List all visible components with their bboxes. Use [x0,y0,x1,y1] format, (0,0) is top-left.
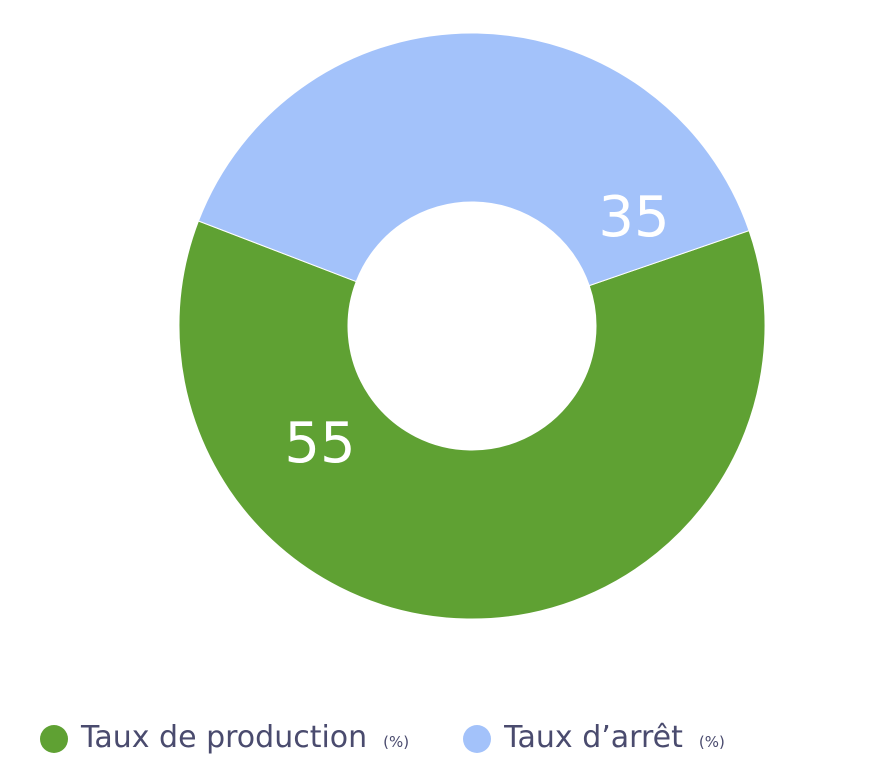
slice-value-label-production: 55 [284,411,355,476]
legend-label-production: Taux de production [81,720,368,755]
legend: Taux de production (%) Taux d’arrêt (%) [40,712,779,762]
legend-swatch-production [40,725,68,753]
legend-unit-production: (%) [383,733,410,751]
slice-labels: 55 35 [284,185,669,476]
legend-item-production[interactable]: Taux de production (%) [40,719,409,755]
donut-slice-production[interactable] [178,220,766,620]
legend-unit-arret: (%) [698,733,725,751]
legend-item-arret[interactable]: Taux d’arrêt (%) [463,719,725,755]
slice-value-label-arret: 35 [598,185,669,250]
donut-slices [178,32,766,620]
legend-label-arret: Taux d’arrêt [504,720,683,755]
donut-slice-arret[interactable] [197,32,750,287]
legend-swatch-arret [463,725,492,753]
